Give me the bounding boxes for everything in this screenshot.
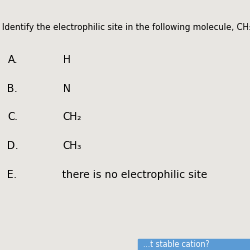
Text: D.: D. [8,141,19,151]
Text: A.: A. [8,55,18,65]
Text: there is no electrophilic site: there is no electrophilic site [62,170,208,180]
Text: E.: E. [8,170,18,180]
FancyBboxPatch shape [138,239,250,250]
Text: Identify the electrophilic site in the following molecule, CH₃CH₂NHCH₃: Identify the electrophilic site in the f… [2,22,250,32]
Text: ...t stable cation?: ...t stable cation? [142,240,209,249]
Text: H: H [62,55,70,65]
Text: N: N [62,84,70,94]
Text: CH₂: CH₂ [62,112,82,122]
Text: B.: B. [8,84,18,94]
Text: CH₃: CH₃ [62,141,82,151]
Text: C.: C. [8,112,18,122]
